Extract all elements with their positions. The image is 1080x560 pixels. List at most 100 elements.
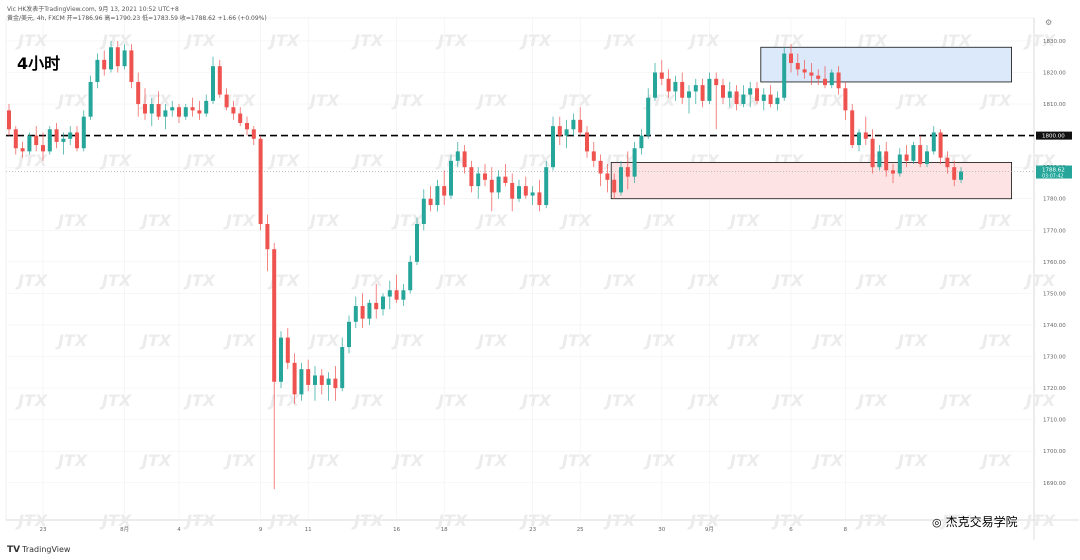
candle-body	[673, 81, 678, 92]
candle-body	[217, 66, 222, 95]
candle	[408, 255, 413, 294]
watermark-mark: JTX	[979, 91, 1012, 110]
candle	[347, 315, 351, 354]
watermark-mark: JTX	[139, 451, 172, 470]
candle-body	[918, 145, 923, 165]
watermark-mark: JTX	[139, 331, 172, 350]
candle-body	[177, 107, 181, 117]
watermark-mark: JTX	[1023, 271, 1056, 290]
watermark-mark: JTX	[727, 211, 760, 230]
watermark-mark: JTX	[99, 31, 132, 50]
candle	[897, 148, 902, 177]
candle-body	[272, 249, 277, 382]
candle-body	[496, 176, 501, 193]
candle	[646, 88, 651, 139]
watermark-mark: JTX	[475, 211, 508, 230]
key-level-tag	[1036, 131, 1072, 140]
symbol-ohlc-line: 黄金/美元, 4h, FXCM 开=1786.96 高=1790.23 低=17…	[7, 15, 267, 22]
candle	[857, 129, 861, 152]
watermark-mark: JTX	[55, 451, 88, 470]
watermark-mark: JTX	[855, 511, 888, 530]
watermark-mark: JTX	[939, 271, 972, 290]
candle-body	[387, 290, 392, 297]
candle-body	[143, 104, 147, 114]
candle	[326, 372, 331, 401]
candle-body	[292, 362, 297, 395]
candle-body	[646, 97, 651, 136]
watermark-mark: JTX	[771, 511, 804, 530]
candle-body	[231, 107, 236, 114]
watermark-mark: JTX	[391, 331, 424, 350]
candle-body	[333, 378, 338, 389]
candle-body	[564, 129, 569, 136]
bar-countdown-label: 03:07:42	[1042, 174, 1064, 180]
candle	[911, 141, 916, 165]
watermark-mark: JTX	[223, 331, 256, 350]
candle	[20, 141, 25, 158]
candle	[224, 88, 229, 111]
candle-body	[381, 296, 385, 310]
candle	[81, 110, 86, 152]
candle-body	[707, 78, 712, 101]
tradingview-logo: TV TradingView	[7, 545, 70, 555]
candle	[802, 59, 807, 79]
candle	[564, 119, 569, 149]
price-axis[interactable]: 1830.001820.001810.001790.001780.001770.…	[1036, 39, 1072, 487]
watermark-mark: JTX	[1023, 31, 1056, 50]
candle-body	[639, 135, 644, 149]
candle	[476, 167, 481, 199]
candle	[122, 44, 127, 70]
candle	[102, 50, 107, 76]
watermark-mark: JTX	[519, 271, 552, 290]
watermark-mark: JTX	[559, 91, 592, 110]
time-tick-label: 18	[441, 527, 448, 533]
candle	[761, 88, 766, 111]
watermark-mark: JTX	[351, 151, 384, 170]
watermark-mark: JTX	[267, 511, 300, 530]
candle-body	[585, 132, 589, 152]
channel-brand: ◎ 杰克交易学院	[932, 513, 1018, 530]
candle	[455, 141, 460, 168]
candle	[469, 160, 474, 193]
candle	[217, 59, 222, 98]
watermark-mark: JTX	[55, 91, 88, 110]
candle-body	[925, 151, 929, 165]
time-axis[interactable]: 23 8月 4 9 11 16 18 23 25 30 9月 6 8	[40, 526, 848, 533]
candle	[421, 189, 426, 231]
gear-icon[interactable]: ⚙	[1045, 18, 1053, 27]
candle	[863, 116, 868, 146]
candle-body	[340, 347, 345, 389]
watermark-mark: JTX	[771, 391, 804, 410]
candle-body	[945, 157, 950, 168]
candle	[544, 160, 549, 209]
candle-body	[238, 113, 243, 123]
candle-body	[700, 85, 705, 101]
watermark-mark: JTX	[351, 391, 384, 410]
candle-body	[68, 132, 73, 139]
candle	[612, 173, 617, 199]
candle-body	[782, 53, 787, 98]
candle-body	[530, 192, 535, 196]
candle-body	[775, 97, 780, 105]
candle	[523, 176, 528, 199]
candle-body	[20, 148, 25, 152]
time-tick-label: 6	[789, 527, 793, 533]
watermark-mark: JTX	[519, 511, 552, 530]
watermark-mark: JTX	[267, 391, 300, 410]
candle-body	[109, 47, 113, 70]
watermark-mark: JTX	[687, 271, 720, 290]
candle-body	[394, 290, 399, 300]
candle	[755, 81, 759, 105]
candle-body	[857, 132, 861, 146]
candle	[721, 78, 725, 105]
candle-body	[224, 94, 229, 108]
candle	[75, 126, 79, 152]
watermark-mark: JTX	[183, 31, 216, 50]
candle	[7, 104, 11, 136]
candle	[360, 293, 365, 329]
levels	[6, 134, 1034, 172]
candle-body	[544, 167, 549, 206]
watermark-mark: JTX	[1023, 391, 1056, 410]
candle	[115, 40, 120, 73]
